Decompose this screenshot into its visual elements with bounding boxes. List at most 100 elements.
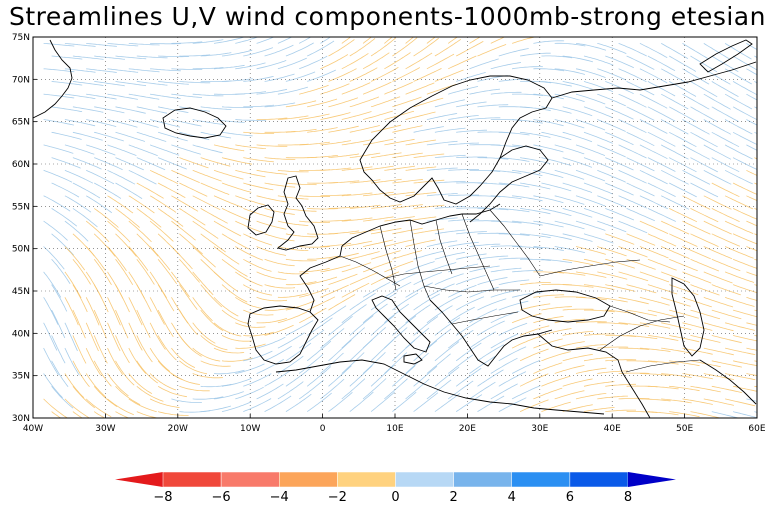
- streamline: [562, 81, 593, 90]
- streamline: [703, 347, 734, 356]
- streamline: [341, 378, 366, 400]
- streamline: [639, 119, 668, 134]
- streamline: [413, 316, 439, 336]
- streamline: [732, 81, 757, 96]
- streamline: [384, 52, 411, 70]
- streamline: [192, 93, 224, 97]
- streamline: [243, 76, 274, 82]
- streamline: [597, 93, 626, 107]
- streamline: [384, 165, 415, 171]
- streamline: [115, 208, 140, 228]
- streamline: [341, 139, 373, 146]
- streamline: [349, 292, 376, 311]
- streamline: [43, 322, 58, 351]
- streamline: [128, 68, 160, 73]
- streamline: [370, 391, 395, 412]
- streamline: [690, 233, 719, 247]
- streamline: [341, 352, 365, 374]
- streamline: [94, 81, 125, 87]
- streamline: [618, 220, 648, 234]
- streamline: [426, 262, 457, 273]
- streamline: [43, 398, 68, 418]
- streamline: [554, 119, 585, 129]
- streamline: [448, 115, 479, 120]
- streamline: [256, 336, 286, 349]
- coastline-italy: [371, 295, 431, 353]
- streamline: [562, 106, 593, 117]
- streamline: [533, 362, 563, 374]
- streamline: [221, 106, 253, 108]
- streamline: [115, 157, 144, 171]
- streamline: [732, 208, 757, 220]
- streamline: [434, 69, 464, 82]
- streamline: [392, 37, 418, 57]
- streamline: [520, 131, 551, 138]
- streamline: [213, 169, 244, 180]
- streamline: [490, 220, 522, 224]
- streamline: [43, 271, 62, 298]
- streamline: [115, 233, 137, 257]
- latitude-label: 55N: [12, 202, 30, 212]
- streamline: [639, 43, 668, 58]
- streamline: [51, 106, 83, 112]
- streamline: [392, 391, 417, 412]
- colorbar-label: −2: [328, 490, 347, 505]
- streamline: [51, 309, 66, 339]
- streamline: [136, 385, 164, 402]
- streamline: [221, 401, 252, 412]
- streamline: [392, 271, 421, 285]
- streamline: [405, 282, 433, 298]
- streamline: [626, 233, 656, 246]
- graticule: [33, 37, 757, 418]
- streamline: [171, 398, 202, 403]
- streamline: [533, 220, 564, 228]
- streamline: [519, 325, 550, 336]
- streamline: [277, 195, 309, 200]
- streamline: [469, 356, 496, 374]
- streamline: [384, 239, 415, 247]
- streamline: [115, 386, 141, 405]
- streamline: [72, 335, 87, 364]
- streamline: [200, 284, 223, 308]
- streamline: [434, 229, 466, 235]
- streamline: [43, 220, 68, 241]
- streamline: [179, 54, 211, 57]
- streamline: [711, 284, 741, 296]
- streamline: [413, 272, 443, 285]
- streamline: [320, 112, 351, 120]
- streamline: [384, 378, 408, 400]
- streamline: [392, 365, 416, 387]
- streamline: [299, 287, 329, 298]
- streamline: [243, 258, 272, 272]
- streamline: [498, 346, 527, 362]
- streamline: [298, 329, 325, 349]
- streamline: [541, 55, 573, 59]
- streamline: [150, 93, 181, 100]
- streamline: [626, 208, 655, 222]
- streamline: [85, 347, 102, 376]
- streamline: [72, 81, 104, 86]
- streamline: [235, 91, 267, 95]
- coastline-iceland: [162, 107, 227, 139]
- streamline: [85, 322, 99, 352]
- streamline: [341, 240, 373, 247]
- streamline: [213, 322, 242, 337]
- streamline: [392, 339, 416, 362]
- streamline: [256, 318, 288, 324]
- streamline: [171, 119, 202, 127]
- streamline: [682, 347, 713, 355]
- coastline-north-africa: [275, 359, 605, 415]
- streamline: [448, 55, 477, 70]
- streamline: [43, 68, 75, 73]
- streamline: [647, 258, 677, 271]
- streamline: [746, 322, 757, 326]
- streamline: [554, 93, 585, 102]
- streamline: [392, 227, 423, 235]
- streamline: [639, 271, 670, 283]
- streamline: [243, 131, 275, 134]
- streamline: [264, 102, 296, 108]
- longitude-label: 30W: [95, 424, 115, 434]
- streamline: [392, 96, 422, 108]
- streamline: [107, 398, 134, 416]
- streamline: [43, 43, 75, 47]
